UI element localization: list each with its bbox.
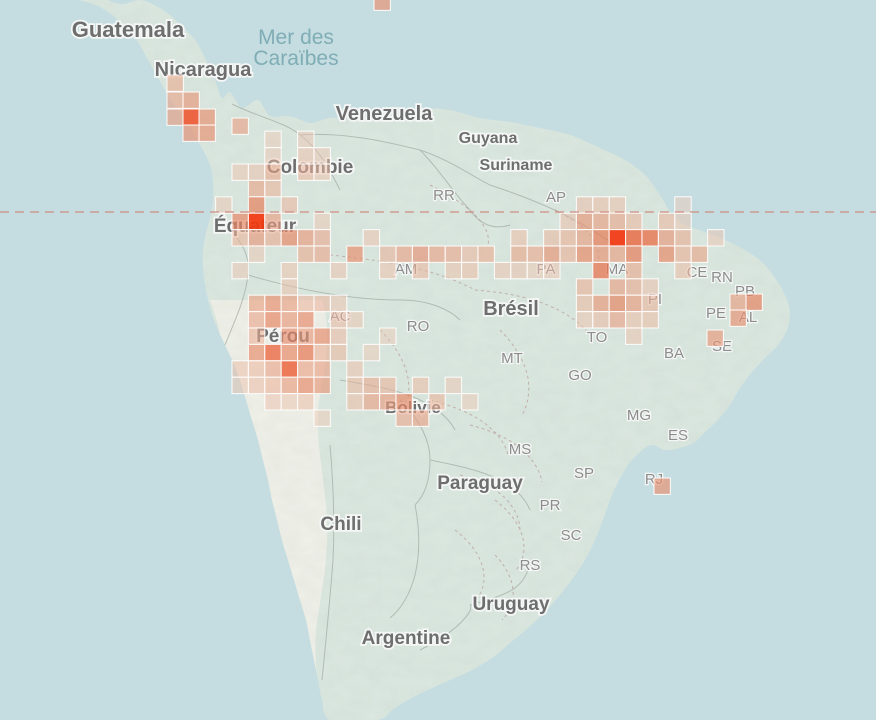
svg-text:AP: AP <box>546 189 566 206</box>
svg-text:Chili: Chili <box>320 514 361 535</box>
svg-text:Venezuela: Venezuela <box>336 103 434 125</box>
svg-text:MT: MT <box>501 350 523 367</box>
svg-text:RO: RO <box>407 318 430 335</box>
svg-text:SP: SP <box>574 465 594 482</box>
svg-text:Uruguay: Uruguay <box>472 594 550 615</box>
svg-text:BA: BA <box>664 345 684 362</box>
svg-text:TO: TO <box>587 329 608 346</box>
svg-text:Mer des: Mer des <box>258 26 334 49</box>
svg-text:Paraguay: Paraguay <box>437 473 523 494</box>
svg-text:Brésil: Brésil <box>483 298 539 320</box>
svg-text:Argentine: Argentine <box>362 628 451 649</box>
svg-text:ES: ES <box>668 427 688 444</box>
svg-text:MS: MS <box>509 441 532 458</box>
svg-text:MG: MG <box>627 407 651 424</box>
svg-text:Suriname: Suriname <box>480 157 553 174</box>
svg-text:Guatemala: Guatemala <box>72 17 185 42</box>
svg-text:SC: SC <box>561 527 582 544</box>
svg-text:RR: RR <box>433 187 455 204</box>
svg-text:GO: GO <box>568 367 591 384</box>
svg-text:RN: RN <box>711 269 733 286</box>
svg-text:RS: RS <box>520 557 541 574</box>
svg-text:PE: PE <box>706 305 726 322</box>
svg-text:Caraïbes: Caraïbes <box>253 47 338 70</box>
svg-text:Guyana: Guyana <box>459 130 518 147</box>
svg-text:PR: PR <box>540 497 561 514</box>
